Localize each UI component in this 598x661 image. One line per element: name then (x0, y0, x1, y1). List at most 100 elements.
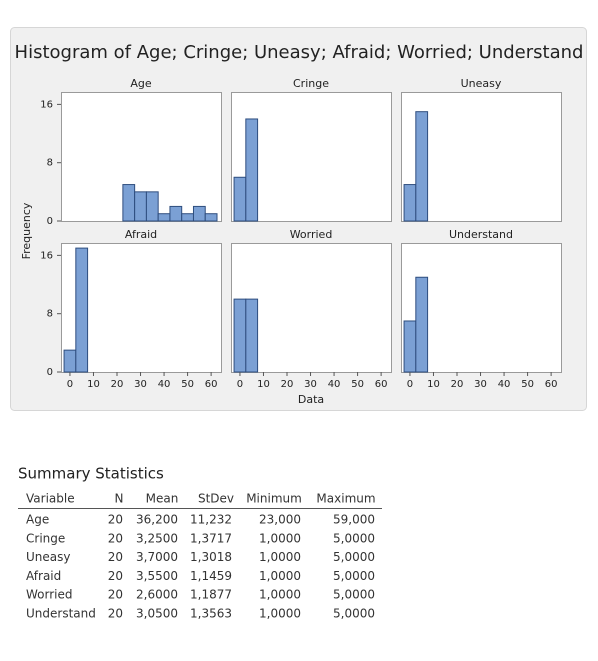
panel-title: Afraid (125, 228, 157, 241)
x-tick-label: 40 (498, 379, 511, 390)
bar (403, 184, 417, 222)
bar (192, 205, 206, 222)
y-tick-label: 16 (40, 250, 53, 261)
bar (145, 191, 159, 222)
panel-title: Uneasy (461, 77, 502, 90)
bar (204, 213, 218, 222)
x-tick-label: 10 (427, 379, 440, 390)
table-cell: 20 (108, 513, 123, 527)
bar (181, 213, 194, 222)
table-cell: 5,0000 (333, 569, 375, 583)
table-cell: 11,232 (190, 513, 232, 527)
table-cell: 3,0500 (136, 607, 178, 621)
bar (169, 205, 183, 222)
bar (245, 118, 259, 222)
table-cell: 1,3717 (190, 531, 232, 545)
table-header: StDev (198, 492, 234, 506)
table-cell: 1,1877 (190, 588, 232, 602)
x-tick-label: 0 (407, 379, 413, 390)
chart-title: Histogram of Age; Cringe; Uneasy; Afraid… (15, 42, 584, 63)
bar (233, 298, 247, 373)
x-tick-label: 0 (237, 379, 243, 390)
y-tick-label: 16 (40, 99, 53, 110)
table-cell: Age (26, 513, 49, 527)
x-tick-label: 60 (205, 379, 218, 390)
y-tick-label: 8 (47, 309, 53, 320)
table-cell: 5,0000 (333, 550, 375, 564)
x-tick-label: 30 (304, 379, 317, 390)
table-cell: 20 (108, 569, 123, 583)
table-cell: 5,0000 (333, 531, 375, 545)
panel-frame (231, 92, 392, 222)
y-tick-label: 0 (47, 216, 53, 227)
bar (134, 191, 147, 222)
x-tick-label: 50 (521, 379, 534, 390)
table-cell: 3,7000 (136, 550, 178, 564)
table-header: Maximum (316, 492, 375, 506)
table-cell: 59,000 (333, 513, 375, 527)
table-cell: Understand (26, 607, 96, 621)
table-cell: 1,1459 (190, 569, 232, 583)
x-tick-label: 40 (328, 379, 341, 390)
y-axis-label: Frequency (20, 202, 33, 259)
x-tick-label: 20 (281, 379, 294, 390)
bar (157, 213, 171, 222)
table-cell: Cringe (26, 531, 65, 545)
table-cell: 5,0000 (333, 588, 375, 602)
x-tick-label: 50 (181, 379, 194, 390)
table-title: Summary Statistics (18, 465, 164, 483)
table-cell: Worried (26, 588, 73, 602)
bar (63, 349, 77, 373)
panel-frame (231, 243, 392, 373)
table-cell: 1,0000 (259, 531, 301, 545)
panel-title: Age (130, 77, 152, 90)
bar (415, 276, 429, 373)
table-header: Mean (146, 492, 179, 506)
table-cell: 36,200 (136, 513, 178, 527)
x-tick-label: 20 (111, 379, 124, 390)
panel-title: Worried (290, 228, 333, 241)
x-tick-label: 40 (158, 379, 171, 390)
table-cell: 1,0000 (259, 569, 301, 583)
y-tick-label: 0 (47, 367, 53, 378)
table-cell: 3,5500 (136, 569, 178, 583)
bar (122, 184, 136, 222)
panel-frame (401, 243, 562, 373)
x-axis-label: Data (298, 393, 324, 406)
table-cell: Afraid (26, 569, 61, 583)
table-header: Variable (26, 492, 75, 506)
bar (245, 298, 259, 373)
x-tick-label: 20 (451, 379, 464, 390)
table-cell: 1,3018 (190, 550, 232, 564)
bar (75, 247, 89, 373)
table-cell: 20 (108, 550, 123, 564)
table-cell: 1,0000 (259, 550, 301, 564)
table-cell: 20 (108, 588, 123, 602)
table-cell: 1,0000 (259, 588, 301, 602)
panel-title: Cringe (293, 77, 329, 90)
x-tick-label: 50 (351, 379, 364, 390)
table-cell: 20 (108, 607, 123, 621)
table-cell: 2,6000 (136, 588, 178, 602)
x-tick-label: 10 (257, 379, 270, 390)
table-cell: 23,000 (259, 513, 301, 527)
table-cell: 1,3563 (190, 607, 232, 621)
x-tick-label: 10 (87, 379, 100, 390)
table-cell: 1,0000 (259, 607, 301, 621)
table-header: N (115, 492, 124, 506)
table-cell: 3,2500 (136, 531, 178, 545)
x-tick-label: 30 (134, 379, 147, 390)
panel-frame (61, 243, 222, 373)
table-cell: 5,0000 (333, 607, 375, 621)
bar (233, 176, 247, 222)
y-tick-label: 8 (47, 158, 53, 169)
x-tick-label: 0 (67, 379, 73, 390)
panel-frame (401, 92, 562, 222)
bar (415, 111, 429, 222)
x-tick-label: 30 (474, 379, 487, 390)
table-header: Minimum (246, 492, 302, 506)
x-tick-label: 60 (375, 379, 388, 390)
x-tick-label: 60 (545, 379, 558, 390)
panel-title: Understand (449, 228, 513, 241)
